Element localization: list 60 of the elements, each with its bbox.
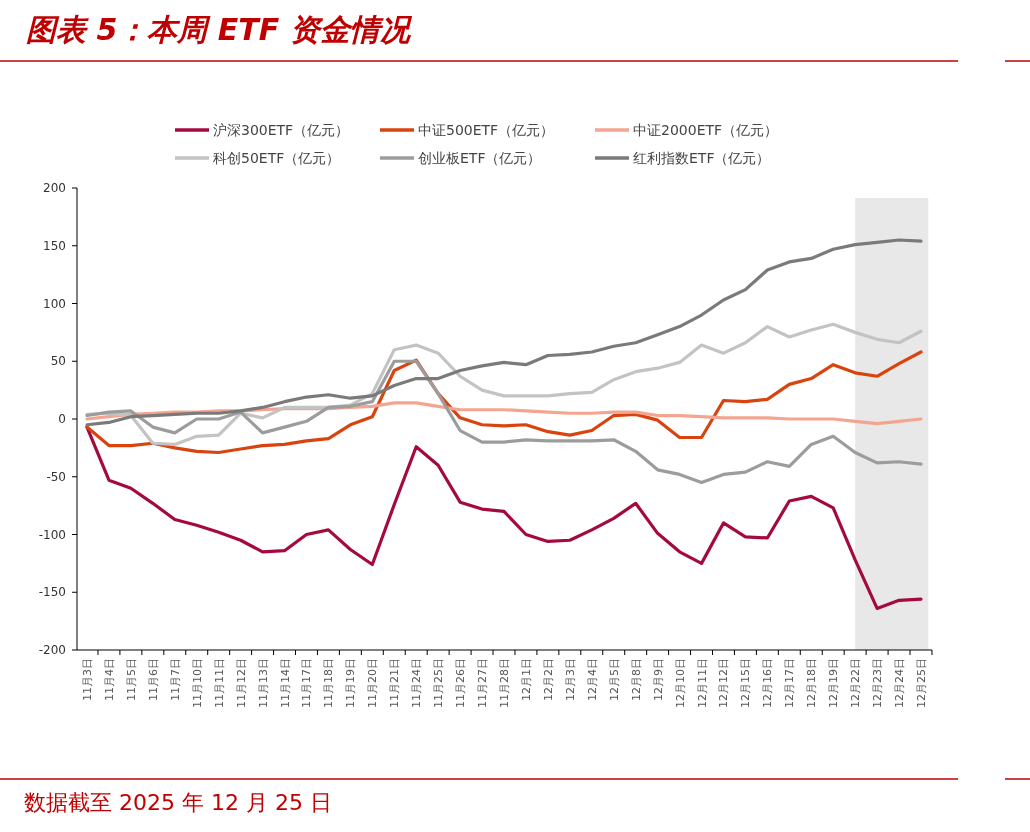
x-tick-label: 12月24日 (893, 658, 907, 708)
x-tick-label: 12月9日 (651, 658, 665, 701)
y-tick-label: 100 (43, 296, 66, 311)
x-tick-label: 11月17日 (300, 658, 314, 708)
x-tick-label: 12月3日 (563, 658, 577, 701)
x-tick-label: 12月5日 (607, 658, 621, 701)
line-series (85, 238, 923, 427)
x-tick-label: 11月28日 (498, 658, 511, 708)
legend-label: 中证500ETF（亿元） (418, 122, 555, 138)
y-tick-label: -150 (38, 585, 66, 600)
x-tick-label: 11月20日 (366, 658, 380, 708)
x-tick-label: 12月16日 (761, 658, 775, 708)
x-tick-label: 12月12日 (717, 658, 731, 708)
x-tick-label: 11月12日 (234, 658, 248, 708)
x-tick-label: 12月19日 (827, 658, 841, 708)
x-tick-label: 12月4日 (585, 658, 599, 701)
x-tick-label: 12月15日 (739, 658, 753, 708)
x-tick-label: 11月25日 (432, 658, 446, 708)
y-tick-label: -50 (46, 469, 66, 484)
x-tick-label: 11月24日 (410, 658, 424, 708)
y-tick-label: 150 (43, 238, 66, 253)
line-series (85, 350, 923, 455)
y-tick-label: 50 (50, 354, 66, 369)
y-tick-label: 200 (43, 181, 66, 195)
x-tick-label: 11月19日 (344, 658, 358, 708)
x-tick-label: 11月6日 (146, 658, 160, 701)
x-tick-label: 11月10日 (190, 658, 204, 708)
x-tick-label: 12月17日 (783, 658, 797, 708)
y-tick-label: -100 (38, 527, 66, 542)
x-tick-label: 12月11日 (695, 658, 709, 708)
x-tick-label: 11月3日 (81, 658, 94, 701)
legend-label: 沪深300ETF（亿元） (213, 122, 350, 138)
x-tick-label: 11月14日 (278, 658, 292, 708)
line-series (85, 359, 923, 485)
x-tick-label: 11月26日 (454, 658, 468, 708)
x-tick-label: 12月23日 (871, 658, 885, 708)
x-tick-label: 12月2日 (541, 658, 555, 701)
x-tick-label: 11月4日 (102, 658, 116, 701)
legend-label: 科创50ETF（亿元） (213, 150, 341, 166)
x-tick-label: 12月10日 (673, 658, 687, 708)
x-tick-label: 12月22日 (849, 658, 863, 708)
legend-label: 红利指数ETF（亿元） (633, 150, 771, 166)
y-tick-label: -200 (38, 643, 66, 657)
chart-title: 图表 5：本周 ETF 资金情况 (26, 12, 413, 47)
x-tick-label: 11月11日 (212, 658, 226, 708)
text: 数据截至 2025 年 12 月 25 日 (24, 790, 332, 815)
x-tick-label: 12月25日 (915, 658, 928, 708)
x-tick-label: 11月7日 (168, 658, 182, 701)
x-tick-label: 12月8日 (629, 658, 643, 701)
x-tick-label: 12月18日 (805, 658, 819, 708)
legend-label: 中证2000ETF（亿元） (633, 122, 779, 138)
legend-label: 创业板ETF（亿元） (418, 150, 542, 166)
x-tick-label: 11月21日 (388, 658, 402, 708)
x-tick-label: 11月5日 (124, 658, 138, 701)
x-tick-label: 12月1日 (519, 658, 533, 701)
x-tick-label: 11月13日 (256, 658, 270, 708)
y-tick-label: 0 (58, 412, 66, 426)
x-tick-label: 11月27日 (476, 658, 490, 708)
line-series (85, 322, 923, 447)
x-tick-label: 11月18日 (322, 658, 336, 708)
